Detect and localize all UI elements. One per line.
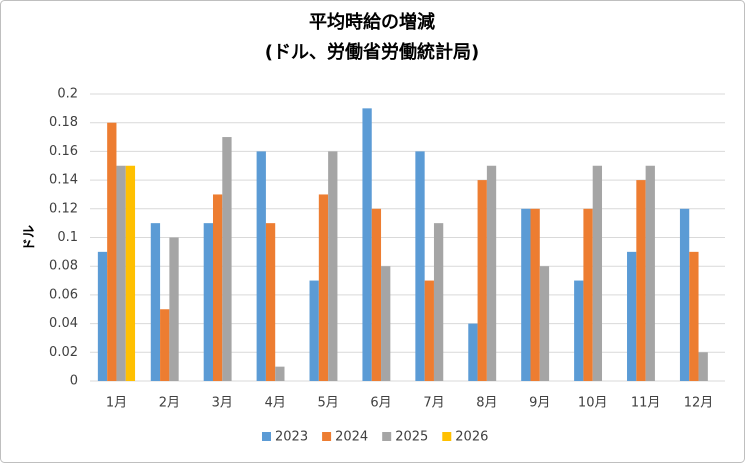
- bar: [169, 237, 179, 381]
- x-tick-label: 2月: [159, 396, 180, 411]
- x-tick-label: 5月: [317, 396, 338, 411]
- y-tick-label: 0.16: [49, 144, 78, 159]
- chart-subtitle: (ドル、労働省労働統計局): [265, 41, 479, 63]
- legend-swatch: [322, 432, 332, 441]
- bar: [539, 266, 550, 381]
- bar: [97, 251, 108, 381]
- bar: [116, 165, 126, 381]
- x-tick-label: 8月: [476, 396, 497, 411]
- bar: [371, 208, 382, 381]
- legend-label: 2025: [395, 430, 428, 445]
- bar: [362, 108, 372, 381]
- bar: [530, 208, 540, 381]
- bar: [645, 165, 655, 381]
- y-tick-label: 0.08: [49, 259, 78, 274]
- bar: [477, 180, 487, 381]
- bar: [107, 122, 117, 381]
- legend-swatch: [382, 432, 392, 441]
- bar: [415, 151, 425, 381]
- bar: [150, 223, 161, 381]
- bar: [698, 352, 708, 381]
- bar: [424, 280, 434, 381]
- x-tick-label: 6月: [370, 396, 391, 411]
- y-tick-label: 0.1: [57, 230, 78, 245]
- bar: [689, 251, 699, 381]
- bar: [160, 309, 170, 381]
- x-tick-label: 9月: [529, 396, 550, 411]
- y-tick-label: 0.18: [49, 115, 78, 130]
- bar: [627, 251, 637, 381]
- y-axis-label: ドル: [23, 225, 38, 251]
- bar: [574, 280, 584, 381]
- bar: [256, 151, 266, 381]
- x-tick-label: 4月: [265, 396, 286, 411]
- bar: [468, 323, 478, 381]
- x-tick-label: 3月: [212, 396, 233, 411]
- x-tick-label: 11月: [631, 396, 661, 411]
- y-tick-label: 0.2: [57, 87, 78, 102]
- chart-title: 平均時給の増減: [309, 11, 435, 33]
- bar: [636, 180, 646, 381]
- x-tick-label: 7月: [423, 396, 444, 411]
- bar: [275, 366, 285, 381]
- bar: [318, 194, 329, 381]
- y-tick-label: 0.14: [49, 173, 78, 188]
- y-tick-label: 0: [70, 374, 78, 389]
- bar: [309, 280, 319, 381]
- y-tick-label: 0.12: [49, 201, 78, 216]
- bar: [486, 165, 497, 381]
- legend-label: 2024: [335, 430, 368, 445]
- legend-swatch: [442, 432, 452, 441]
- y-tick-label: 0.06: [49, 287, 78, 302]
- bar: [125, 165, 136, 381]
- bar: [583, 208, 593, 381]
- bar: [679, 208, 690, 381]
- bar: [203, 223, 213, 381]
- legend-swatch: [262, 432, 271, 441]
- x-tick-label: 10月: [578, 396, 608, 411]
- bar: [433, 223, 444, 381]
- bar: [212, 194, 223, 381]
- bar: [328, 151, 338, 381]
- y-tick-label: 0.04: [49, 316, 78, 331]
- bar: [521, 208, 531, 381]
- x-tick-label: 12月: [684, 396, 714, 411]
- bar: [381, 266, 391, 381]
- legend-label: 2023: [275, 430, 308, 445]
- y-tick-label: 0.02: [49, 345, 78, 360]
- x-tick-label: 1月: [106, 396, 127, 411]
- legend-label: 2026: [455, 430, 488, 445]
- bar: [265, 223, 276, 381]
- bar: [222, 137, 232, 381]
- bar: [592, 165, 603, 381]
